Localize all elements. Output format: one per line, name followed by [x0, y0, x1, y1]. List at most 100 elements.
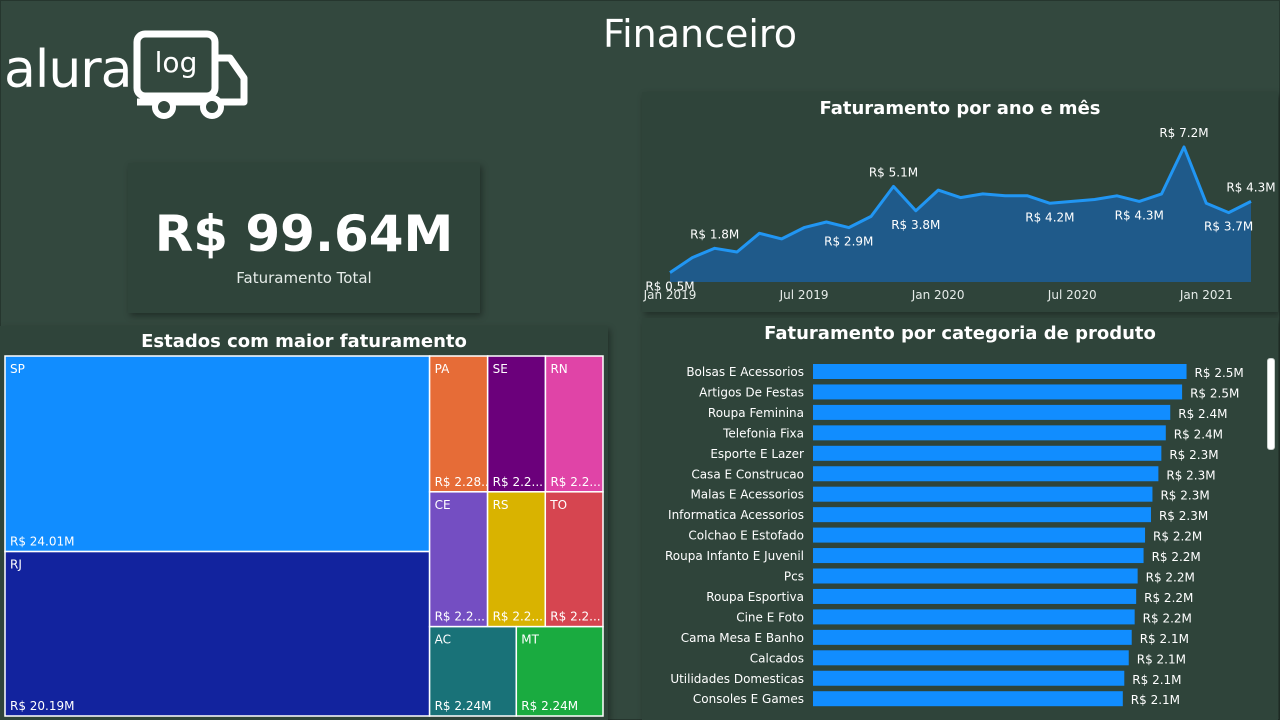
line-chart: R$ 0.5M R$ 1.8M R$ 2.9M R$ 5.1M R$ 3.8M R$ 4.… [643, 126, 1276, 302]
bar[interactable] [813, 568, 1138, 584]
bar-chart-card[interactable]: Faturamento por categoria de produto Bol… [642, 318, 1278, 720]
data-point[interactable] [865, 210, 877, 222]
treemap-cell[interactable] [4, 355, 431, 553]
bar-category-label: Artigos De Festas [699, 385, 804, 399]
bar[interactable] [813, 588, 1137, 604]
bar-category-label: Pcs [784, 570, 804, 584]
bar-chart-scroll-thumb[interactable] [1267, 358, 1275, 450]
area-fill [670, 147, 1251, 282]
bar-value-label: R$ 2.1M [1137, 652, 1186, 666]
data-point[interactable] [1022, 190, 1034, 202]
page-title: Financeiro [603, 12, 797, 56]
data-point[interactable] [932, 184, 944, 196]
bar-category-label: Roupa Esportiva [706, 590, 804, 604]
data-point[interactable] [1156, 188, 1168, 200]
bar[interactable] [813, 486, 1153, 502]
data-point[interactable] [1245, 195, 1257, 207]
treemap-cell[interactable] [544, 355, 604, 493]
data-point[interactable] [1111, 190, 1123, 202]
bar-value-label: R$ 2.2M [1144, 591, 1193, 605]
bar[interactable] [813, 466, 1159, 482]
bar-category-label: Informatica Acessorios [668, 508, 804, 522]
x-tick-label: Jan 2021 [1179, 288, 1233, 302]
data-label: R$ 4.3M [1226, 180, 1275, 194]
bar[interactable] [813, 629, 1132, 645]
kpi-value: R$ 99.64M [154, 205, 454, 263]
line-chart-card[interactable]: Faturamento por ano e mês R$ 0.5M R$ 1.8M… [642, 92, 1278, 312]
bar[interactable] [813, 384, 1183, 400]
data-point[interactable] [887, 180, 899, 192]
data-point[interactable] [1044, 197, 1056, 209]
bar[interactable] [813, 609, 1135, 625]
bar-value-label: R$ 2.3M [1166, 468, 1215, 482]
bar-category-label: Consoles E Games [693, 692, 804, 706]
treemap-cell-value: R$ 2.2... [550, 475, 600, 489]
treemap-cell[interactable] [4, 550, 431, 717]
x-tick-label: Jan 2019 [643, 288, 697, 302]
treemap-cell[interactable] [544, 491, 604, 628]
treemap-cell-value: R$ 24.01M [10, 535, 75, 549]
data-point[interactable] [798, 222, 810, 234]
data-point[interactable] [1200, 197, 1212, 209]
treemap-cell-value: R$ 2.24M [435, 699, 492, 713]
treemap-cell-name: RJ [10, 558, 22, 572]
data-point[interactable] [1089, 194, 1101, 206]
bar-value-label: R$ 2.4M [1178, 407, 1227, 421]
data-point[interactable] [1178, 141, 1190, 153]
treemap-cell-value: R$ 2.2... [493, 475, 543, 489]
treemap-cell[interactable] [486, 355, 547, 493]
treemap-cell[interactable] [486, 491, 547, 628]
bar[interactable] [813, 691, 1123, 707]
treemap-cell-name: PA [435, 362, 450, 376]
bar-value-label: R$ 2.3M [1169, 448, 1218, 462]
bar-category-label: Calcados [750, 651, 804, 665]
data-point[interactable] [753, 227, 765, 239]
bar[interactable] [813, 507, 1151, 523]
data-point[interactable] [776, 233, 788, 245]
data-point[interactable] [686, 252, 698, 264]
bar-value-label: R$ 2.2M [1143, 611, 1192, 625]
data-label: R$ 4.2M [1025, 210, 1074, 224]
bar[interactable] [813, 425, 1166, 441]
bar[interactable] [813, 364, 1187, 379]
bar[interactable] [813, 445, 1162, 461]
logo-text: alura [4, 40, 133, 100]
data-point[interactable] [955, 192, 967, 204]
kpi-card[interactable]: R$ 99.64M Faturamento Total [128, 163, 480, 313]
data-point[interactable] [731, 246, 743, 258]
data-point[interactable] [1223, 207, 1235, 219]
treemap-chart: SP R$ 24.01M RJ R$ 20.19M PA R$ 2.28... SE R$ 2… [4, 355, 604, 717]
data-point[interactable] [1133, 195, 1145, 207]
data-point[interactable] [709, 242, 721, 254]
truck-icon: log [133, 30, 248, 119]
bar[interactable] [813, 404, 1171, 420]
bar[interactable] [813, 650, 1129, 666]
treemap-cell[interactable] [428, 355, 489, 493]
treemap-card[interactable]: Estados com maior faturamento SP R$ 24.01… [0, 326, 608, 720]
data-point[interactable] [1066, 195, 1078, 207]
data-label: R$ 1.8M [690, 227, 739, 241]
data-point[interactable] [999, 190, 1011, 202]
treemap-cell-value: R$ 2.2... [550, 610, 600, 624]
treemap-cell-name: SE [493, 362, 508, 376]
treemap-cell-name: AC [435, 633, 451, 647]
data-label: R$ 7.2M [1159, 126, 1208, 140]
bar[interactable] [813, 527, 1146, 543]
data-point[interactable] [843, 222, 855, 234]
bar[interactable] [813, 670, 1125, 686]
bar-category-label: Bolsas E Acessorios [686, 365, 804, 379]
x-tick-label: Jul 2020 [1047, 288, 1097, 302]
treemap-cell-value: R$ 2.24M [521, 699, 578, 713]
data-label: R$ 3.7M [1204, 220, 1253, 234]
data-point[interactable] [664, 267, 676, 279]
bar[interactable] [813, 548, 1144, 564]
data-point[interactable] [977, 188, 989, 200]
treemap-cell[interactable] [428, 491, 489, 628]
treemap-title: Estados com maior faturamento [141, 331, 467, 352]
bar-value-label: R$ 2.3M [1159, 509, 1208, 523]
bar-value-label: R$ 2.2M [1153, 530, 1202, 544]
bar-category-label: Colchao E Estofado [688, 529, 804, 543]
treemap-cell[interactable] [515, 625, 604, 717]
data-point[interactable] [820, 216, 832, 228]
data-point[interactable] [910, 205, 922, 217]
